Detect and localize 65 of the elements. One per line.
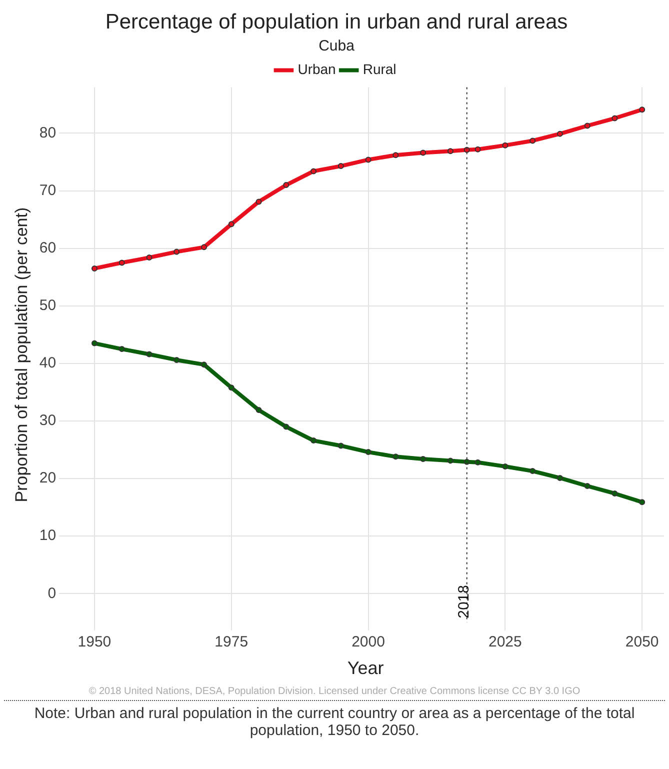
y-tick-label: 80 xyxy=(39,124,56,142)
point xyxy=(338,442,344,449)
point xyxy=(502,463,508,470)
point xyxy=(283,182,290,188)
y-tick-label: 10 xyxy=(39,527,56,544)
y-tick-label: 40 xyxy=(39,354,56,372)
point xyxy=(365,156,372,163)
point xyxy=(338,163,344,170)
point xyxy=(447,458,454,464)
point xyxy=(200,362,207,368)
x-tick-label: 2025 xyxy=(488,634,522,651)
chart-subtitle: Cuba xyxy=(318,37,356,54)
point xyxy=(310,168,317,174)
point xyxy=(556,474,563,481)
x-tick-label: 2050 xyxy=(625,634,659,651)
y-tick-label: 50 xyxy=(39,297,56,314)
point xyxy=(228,384,234,391)
point xyxy=(91,265,98,272)
point xyxy=(174,248,180,255)
point xyxy=(392,454,399,460)
point xyxy=(146,351,152,358)
x-tick-label: 1950 xyxy=(78,634,112,651)
point xyxy=(256,198,262,205)
point xyxy=(584,483,590,490)
point xyxy=(530,138,536,144)
y-axis-title: Proportion of total population (per cent) xyxy=(12,207,31,502)
chart-title: Percentage of population in urban and rural areas xyxy=(105,10,568,34)
point xyxy=(447,148,454,154)
point xyxy=(584,122,590,129)
point xyxy=(612,490,618,496)
point xyxy=(502,142,508,148)
point xyxy=(118,346,125,352)
point xyxy=(256,407,262,414)
x-tick-label: 1975 xyxy=(214,634,248,651)
point xyxy=(420,150,426,156)
x-tick-label: 2000 xyxy=(352,634,385,651)
point xyxy=(639,106,646,113)
point xyxy=(556,130,563,137)
point xyxy=(174,356,180,363)
text: © 2018 United Nations, DESA, Population Division. Licensed under Creative Commons license CC BY 3.0 IGO xyxy=(4,684,665,701)
y-tick-label: 70 xyxy=(39,182,56,199)
point xyxy=(639,499,646,506)
legend-label: Urban xyxy=(298,61,336,78)
x-axis-title: Year xyxy=(347,658,384,678)
y-tick-label: 0 xyxy=(48,584,56,602)
point xyxy=(612,115,618,122)
point xyxy=(200,244,207,250)
point xyxy=(146,254,152,261)
y-tick-label: 60 xyxy=(39,239,56,256)
point xyxy=(310,438,317,444)
point xyxy=(118,260,125,266)
point xyxy=(474,459,481,466)
point xyxy=(228,221,234,228)
point xyxy=(91,340,98,346)
point xyxy=(392,152,399,158)
legend-label: Rural xyxy=(362,61,396,78)
y-tick-label: 20 xyxy=(39,470,56,487)
y-tick-label: 30 xyxy=(39,412,56,430)
point xyxy=(420,456,426,462)
text: Note: Urban and rural population in the current country or area as a percentage of the total population, 1950 to 2050. xyxy=(33,704,636,741)
point xyxy=(365,449,372,456)
point xyxy=(474,146,481,152)
ref-line-label: 2018 xyxy=(455,585,472,618)
point xyxy=(283,424,290,430)
point xyxy=(530,468,536,474)
